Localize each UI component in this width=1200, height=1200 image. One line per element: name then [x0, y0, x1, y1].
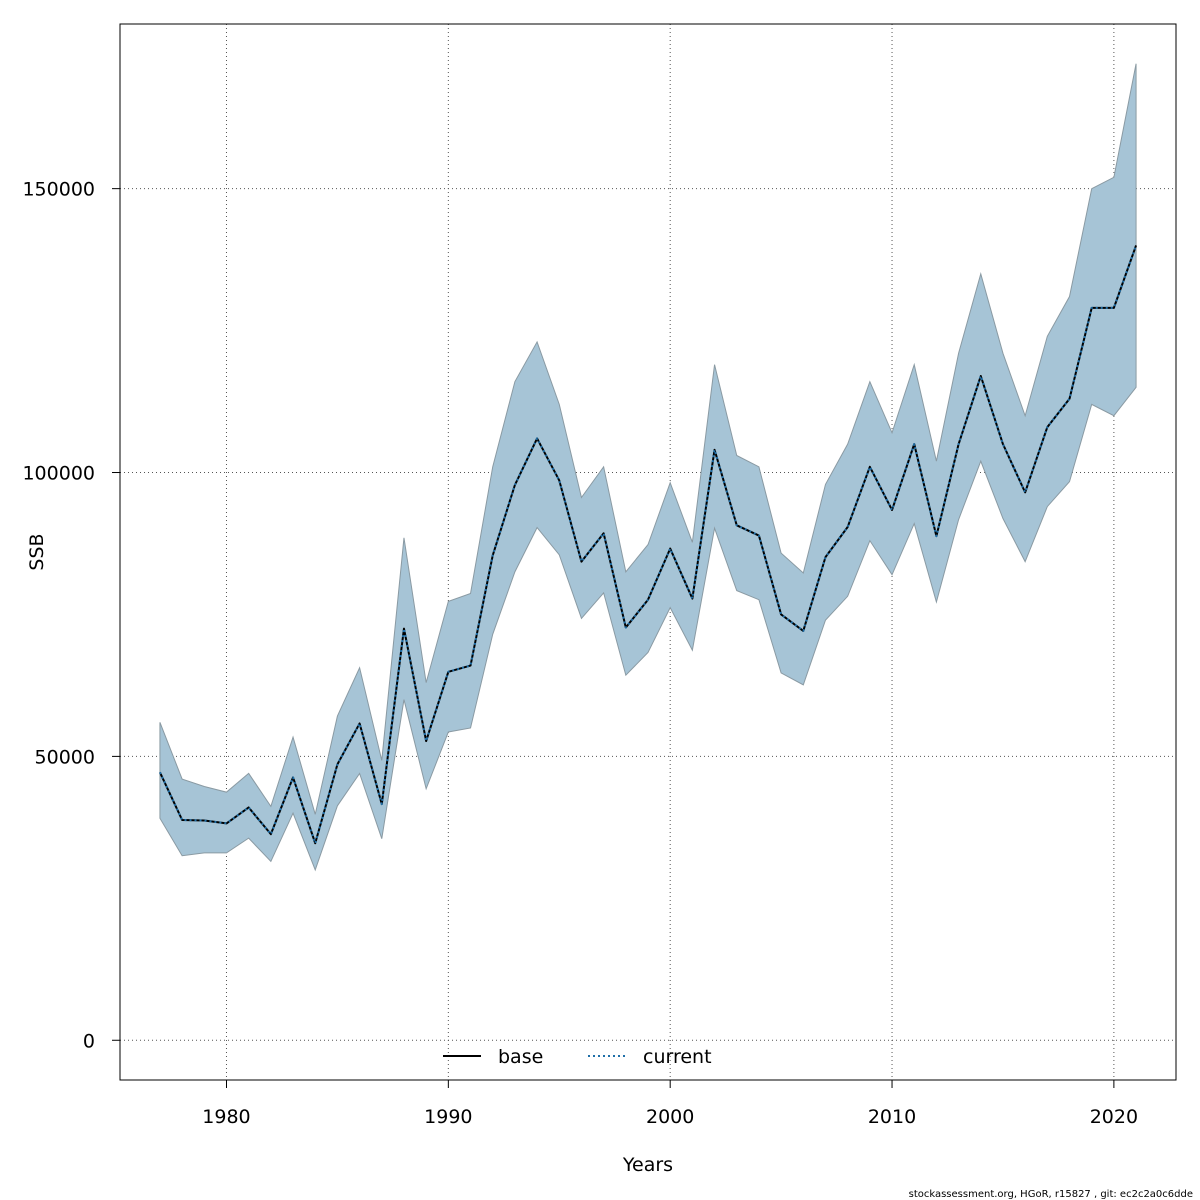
x-tick-label: 1980 [202, 1106, 250, 1128]
footer-credit: stockassessment.org, HGoR, r15827 , git:… [909, 1189, 1193, 1200]
y-axis: 0 50000 100000 150000 [22, 179, 120, 1052]
series-layer [159, 245, 1138, 845]
x-axis-title: Years [622, 1154, 673, 1176]
legend-current-label: current [643, 1046, 712, 1068]
x-tick-label: 2020 [1090, 1106, 1138, 1128]
x-axis: 1980 1990 2000 2010 2020 [202, 1080, 1138, 1128]
y-tick-label: 50000 [35, 746, 95, 768]
y-axis-title: SSB [26, 533, 48, 570]
series-line-current [159, 245, 1138, 845]
legend: base current [443, 1046, 712, 1068]
confidence-band [159, 63, 1137, 872]
x-tick-label: 1990 [424, 1106, 472, 1128]
y-tick-label: 100000 [22, 463, 95, 485]
y-tick-label: 0 [83, 1030, 95, 1052]
plot-frame [119, 23, 1177, 1081]
confidence-band-layer [159, 63, 1137, 872]
y-tick-label: 150000 [22, 179, 95, 201]
x-tick-label: 2000 [646, 1106, 694, 1128]
x-tick-label: 2010 [868, 1106, 916, 1128]
legend-base-label: base [498, 1046, 543, 1068]
